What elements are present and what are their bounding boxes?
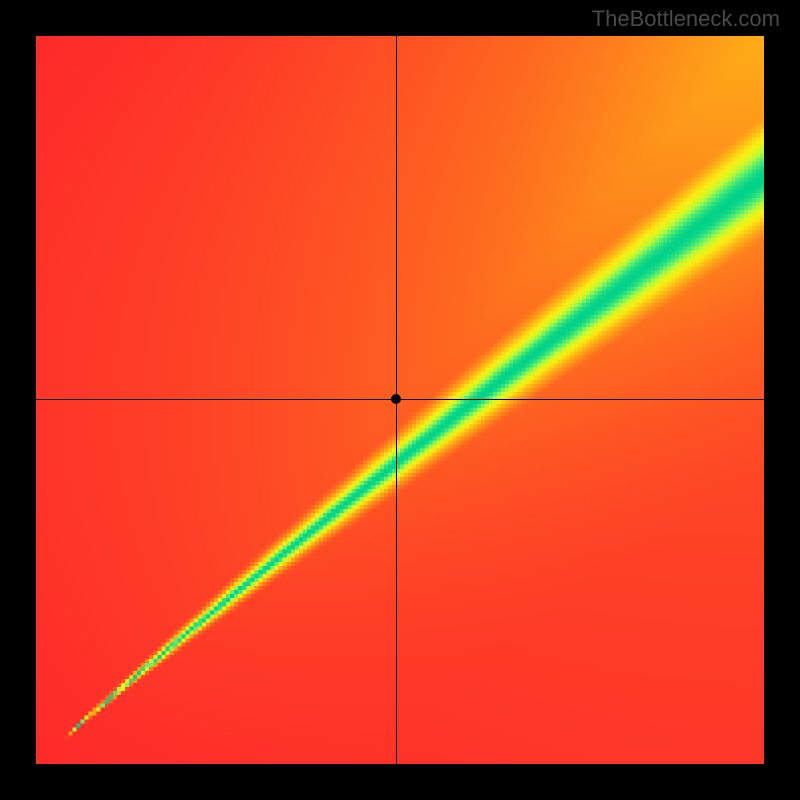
watermark-text: TheBottleneck.com — [592, 6, 780, 32]
crosshair-marker — [391, 394, 401, 404]
plot-area — [36, 36, 764, 764]
